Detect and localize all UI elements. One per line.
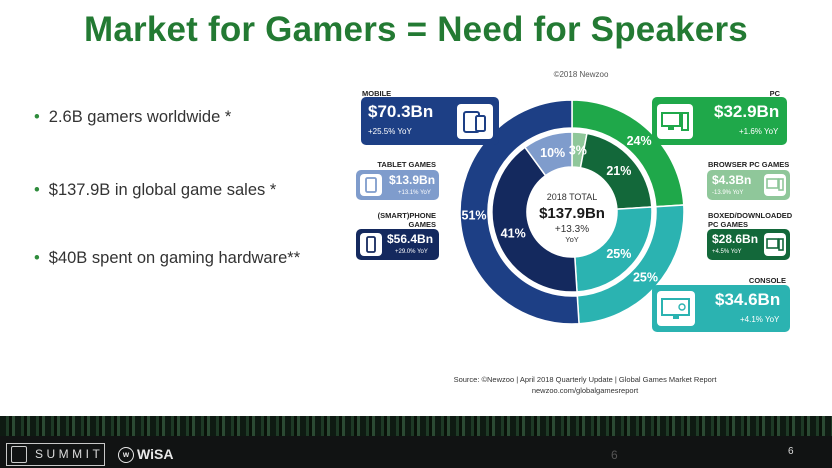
console-tv-icon — [657, 291, 695, 326]
outer-label: 24% — [627, 134, 652, 148]
phone-value: $56.4Bn — [387, 232, 434, 246]
console-value: $34.6Bn — [715, 290, 781, 309]
center-total: $137.9Bn — [539, 205, 605, 222]
summit-logo: SUMMIT — [6, 443, 105, 466]
donut-center — [528, 168, 616, 256]
bullet-text: $137.9B in global game sales * — [48, 181, 277, 199]
tablet-icon — [360, 174, 382, 196]
ring-labels: 24% 25% 51% 3% 21% 25% 41% 10% — [462, 134, 658, 284]
browser-value: $4.3Bn — [712, 173, 752, 187]
devices-icon — [457, 104, 493, 139]
wisa-logo: w WiSA — [118, 446, 174, 464]
footer-stripe — [0, 416, 832, 436]
inner-slice-tablet-games — [523, 131, 573, 177]
tablet-yoy: +13.1% YoY — [398, 190, 431, 196]
phone-callout: $56.4Bn +29.0% YoY — [356, 229, 439, 260]
console-callout: $34.6Bn +4.1% YoY — [652, 285, 790, 332]
inner-label: 25% — [606, 247, 631, 261]
bullet-dot: • — [34, 108, 40, 126]
boxed-caption-line2: PC GAMES — [708, 220, 749, 229]
inner-label: 41% — [501, 227, 526, 241]
console-yoy: +4.1% YoY — [740, 315, 780, 324]
browser-callout: $4.3Bn -13.9% YoY — [707, 170, 790, 200]
inner-label: 21% — [606, 164, 631, 178]
boxed-yoy: +4.5% YoY — [712, 249, 742, 255]
outer-ring — [459, 99, 685, 325]
center-growth: +13.3% — [555, 224, 589, 235]
console-caption: CONSOLE — [748, 276, 786, 285]
source-line2: newzoo.com/globalgamesreport — [531, 386, 639, 395]
pc-callout: $32.9Bn +1.6% YoY — [652, 97, 787, 145]
slide-title: Market for Gamers = Need for Speakers — [84, 10, 748, 49]
inner-ring — [491, 131, 653, 293]
tablet-caption: TABLET GAMES — [377, 160, 436, 169]
desktop-pc-icon — [657, 104, 693, 139]
outer-label: 51% — [462, 209, 487, 223]
inner-label: 10% — [540, 146, 565, 160]
wisa-wordmark: WiSA — [137, 446, 174, 462]
tablet-value: $13.9Bn — [389, 173, 436, 187]
phone-caption-line2: GAMES — [408, 220, 436, 229]
summit-mark-icon — [11, 446, 27, 463]
page-number: 6 — [788, 446, 794, 457]
bullet-item: • $40B spent on gaming hardware** — [34, 249, 300, 268]
inner-slice-smart-phone-games — [491, 146, 578, 293]
center-label: 2018 TOTAL — [547, 192, 598, 202]
center-unit: YoY — [565, 235, 579, 244]
bullet-text: $40B spent on gaming hardware** — [48, 249, 301, 267]
page-number-center: 6 — [611, 448, 618, 462]
phone-caption: (SMART)PHONE GAMES — [370, 211, 436, 229]
bullet-item: • 2.6B gamers worldwide * — [34, 108, 231, 127]
source-line1: Source: ©Newzoo | April 2018 Quarterly U… — [453, 375, 717, 384]
inner-label: 3% — [569, 143, 587, 157]
summit-wordmark: SUMMIT — [35, 447, 104, 461]
phone-yoy: +29.0% YoY — [395, 249, 428, 255]
browser-yoy: -13.9% YoY — [712, 190, 744, 196]
outer-slice-mobile — [459, 99, 580, 325]
mobile-callout: $70.3Bn +25.5% YoY — [361, 97, 499, 145]
bullet-text: 2.6B gamers worldwide * — [48, 108, 232, 126]
bullet-dot: • — [34, 181, 40, 199]
footer-bar — [0, 436, 832, 468]
boxed-caption: BOXED/DOWNLOADED PC GAMES — [708, 211, 793, 229]
mobile-yoy: +25.5% YoY — [368, 127, 412, 136]
browser-pc-icon — [764, 174, 786, 196]
phone-icon — [360, 233, 382, 256]
phone-caption-line1: (SMART)PHONE — [377, 211, 436, 220]
tablet-callout: $13.9Bn +13.1% YoY — [356, 170, 439, 200]
outer-label: 25% — [633, 270, 658, 284]
pc-yoy: +1.6% YoY — [739, 127, 779, 136]
boxed-value: $28.6Bn — [712, 232, 759, 246]
boxed-callout: $28.6Bn +4.5% YoY — [707, 229, 790, 260]
browser-caption: BROWSER PC GAMES — [708, 160, 790, 169]
chart-source: Source: ©Newzoo | April 2018 Quarterly U… — [440, 374, 730, 396]
bullet-dot: • — [34, 249, 40, 267]
boxed-pc-icon — [764, 233, 786, 256]
chart-copyright: ©2018 Newzoo — [553, 70, 609, 79]
mobile-caption: MOBILE — [362, 89, 392, 98]
boxed-caption-line1: BOXED/DOWNLOADED — [708, 211, 793, 220]
pc-caption: PC — [769, 89, 780, 98]
pc-value: $32.9Bn — [714, 102, 780, 121]
bullet-item: • $137.9B in global game sales * — [34, 181, 276, 200]
mobile-value: $70.3Bn — [368, 102, 434, 121]
donut-chart: 24% 25% 51% 3% 21% 25% 41% 10% 2018 TOTAL $137.… — [459, 99, 685, 325]
wisa-mark-icon: w — [118, 447, 134, 464]
